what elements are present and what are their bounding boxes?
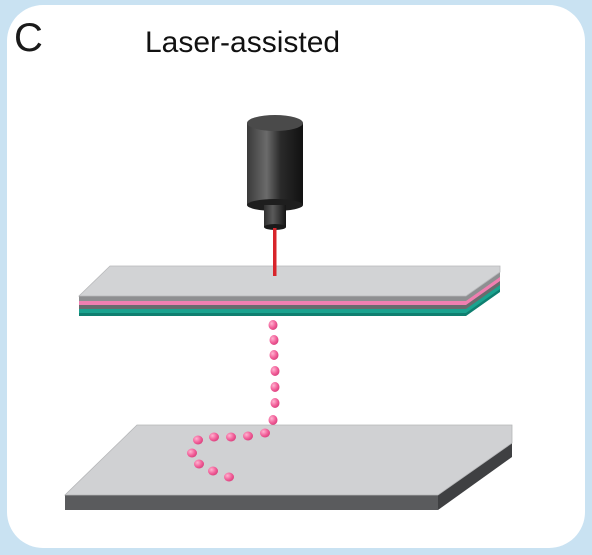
printed-dot <box>243 431 253 441</box>
donor-slide-edge <box>79 272 500 301</box>
panel-title: Laser-assisted <box>145 26 341 59</box>
ejected-droplets <box>268 320 280 425</box>
pink-layer <box>79 276 500 305</box>
printed-dot <box>187 448 197 458</box>
laser-nozzle <box>264 205 286 227</box>
laser-beam <box>273 228 277 276</box>
laser-source <box>247 115 303 230</box>
printed-dot <box>208 466 218 476</box>
droplet <box>268 415 278 425</box>
droplet <box>269 335 279 345</box>
laser-body <box>247 123 303 205</box>
slide-separator <box>79 280 500 309</box>
droplet <box>270 366 280 376</box>
printed-dot <box>209 432 219 442</box>
droplet <box>270 382 280 392</box>
printed-pattern <box>187 428 270 482</box>
teal-layer-side <box>79 287 500 316</box>
printed-dot <box>226 432 236 442</box>
printed-dot <box>194 459 204 469</box>
receiver-substrate <box>64 424 513 510</box>
donor-slide-top <box>78 265 501 297</box>
teal-layer <box>79 284 500 313</box>
panel-letter: C <box>14 16 43 60</box>
donor-slide-stack <box>78 265 501 316</box>
laser-beam-tip <box>273 262 277 276</box>
printed-dot <box>260 428 270 438</box>
receiver-slide-side <box>438 443 512 510</box>
receiver-slide-top <box>64 424 513 496</box>
printed-dot <box>224 472 234 482</box>
receiver-slide-front <box>65 495 438 510</box>
droplet <box>269 350 279 360</box>
laser-top-cap <box>247 115 303 131</box>
printed-dot <box>193 435 203 445</box>
laser-nozzle-tip <box>264 224 286 230</box>
droplet <box>270 398 280 408</box>
droplet <box>268 320 278 330</box>
